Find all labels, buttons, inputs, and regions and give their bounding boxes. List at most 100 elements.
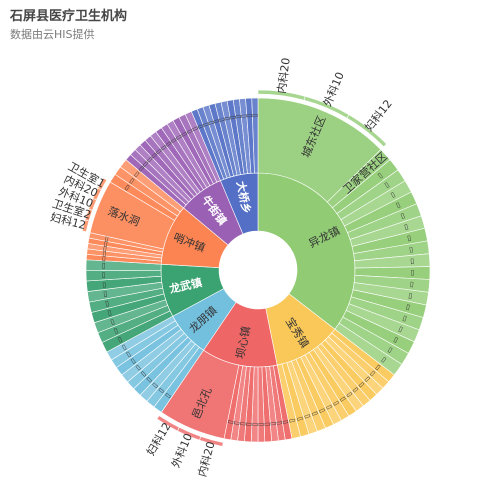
unit-segment[interactable] xyxy=(251,97,259,174)
chart-title: 石屏县医疗卫生机构 xyxy=(10,9,128,24)
unit-label: ▯ xyxy=(392,335,399,344)
unit-label: ▯ xyxy=(387,345,394,354)
unit-label: ▯ xyxy=(410,257,414,265)
leaf-label: 妇科12 xyxy=(362,97,395,134)
unit-label: ▯ xyxy=(175,134,184,141)
unit-label: ▯ xyxy=(155,147,164,155)
unit-label: ▯ xyxy=(402,314,408,323)
unit-label: ▯ xyxy=(409,245,414,253)
unit-label: ▯ xyxy=(124,183,132,192)
unit-label: ▯ xyxy=(269,421,277,426)
unit-label: ▯ xyxy=(134,363,142,372)
unit-label: ▯ xyxy=(104,299,110,308)
unit-label: ▯ xyxy=(339,395,348,403)
unit-label: ▯ xyxy=(146,155,154,163)
unit-label: ▯ xyxy=(102,262,106,270)
leaf-label: 外科10 xyxy=(320,70,347,109)
unit-label: ▯ xyxy=(275,421,283,426)
unit-label: ▯ xyxy=(410,280,415,288)
unit-label: ▯ xyxy=(157,387,166,395)
unit-label: ▯ xyxy=(238,421,246,426)
unit-label: ▯ xyxy=(389,190,396,199)
unit-label: ▯ xyxy=(191,125,200,132)
unit-label: ▯ xyxy=(332,400,341,407)
unit-label: ▯ xyxy=(145,375,153,383)
unit-label: ▯ xyxy=(137,164,145,173)
unit-label: ▯ xyxy=(109,317,115,326)
unit-label: ▯ xyxy=(325,403,334,410)
unit-label: ▯ xyxy=(257,422,265,426)
center-hole xyxy=(219,231,297,309)
unit-label: ▯ xyxy=(403,223,409,232)
unit-label: ▯ xyxy=(107,308,113,317)
unit-label: ▯ xyxy=(281,419,290,424)
unit-label: ▯ xyxy=(141,160,149,168)
unit-label: ▯ xyxy=(207,120,216,126)
unit-label: ▯ xyxy=(139,369,147,378)
unit-label: ▯ xyxy=(246,114,254,118)
unit-label: ▯ xyxy=(395,201,402,210)
unit-label: ▯ xyxy=(251,422,259,426)
unit-label: ▯ xyxy=(164,140,173,148)
unit-label: ▯ xyxy=(357,380,366,388)
unit-label: ▯ xyxy=(128,176,136,185)
unit-label: ▯ xyxy=(363,375,371,383)
unit-label: ▯ xyxy=(185,128,194,135)
unit-label: ▯ xyxy=(369,369,377,378)
leaf-segment[interactable] xyxy=(346,114,387,148)
unit-label: ▯ xyxy=(406,234,411,243)
unit-label: ▯ xyxy=(229,115,238,120)
unit-label: ▯ xyxy=(410,269,414,277)
chart-subtitle: 数据由云HIS提供 xyxy=(10,28,95,41)
unit-label: ▯ xyxy=(116,335,123,344)
unit-label: ▯ xyxy=(218,117,227,123)
town-label: 坝心镇 xyxy=(233,325,253,360)
unit-label: ▯ xyxy=(226,419,235,424)
unit-label: ▯ xyxy=(240,114,248,119)
unit-label: ▯ xyxy=(102,254,106,262)
unit-label: ▯ xyxy=(121,343,128,352)
unit-label: ▯ xyxy=(133,170,141,179)
unit-label: ▯ xyxy=(345,391,354,399)
unit-label: ▯ xyxy=(202,121,211,127)
unit-label: ▯ xyxy=(125,350,133,359)
unit-label: ▯ xyxy=(234,114,242,119)
unit-label: ▯ xyxy=(245,422,253,426)
unit-label: ▯ xyxy=(103,239,108,248)
unit-label: ▯ xyxy=(400,211,406,220)
unit-label: ▯ xyxy=(405,303,411,312)
unit-label: ▯ xyxy=(103,244,108,252)
unit-label: ▯ xyxy=(288,418,297,424)
unit-label: ▯ xyxy=(376,171,384,180)
unit-label: ▯ xyxy=(212,118,221,124)
unit-label: ▯ xyxy=(159,144,168,152)
unit-label: ▯ xyxy=(408,292,413,301)
unit-label: ▯ xyxy=(180,131,189,138)
unit-label: ▯ xyxy=(104,235,109,244)
unit-label: ▯ xyxy=(232,421,240,426)
leaf-label: 内科20 xyxy=(195,440,218,478)
unit-label: ▯ xyxy=(196,123,205,130)
unit-label: ▯ xyxy=(103,290,108,299)
unit-label: ▯ xyxy=(303,413,312,419)
leaf-label: 妇科12 xyxy=(143,420,173,458)
leaf-segment[interactable] xyxy=(97,177,108,191)
unit-label: ▯ xyxy=(296,416,305,422)
leaf-label: 外科10 xyxy=(168,431,195,470)
unit-label: ▯ xyxy=(374,363,382,372)
unit-label: ▯ xyxy=(151,381,160,389)
unit-label: ▯ xyxy=(397,325,404,334)
leaf-label: 内科20 xyxy=(274,57,293,95)
unit-label: ▯ xyxy=(251,114,259,118)
unit-label: ▯ xyxy=(169,137,178,145)
unit-label: ▯ xyxy=(102,249,107,257)
unit-label: ▯ xyxy=(318,407,327,414)
unit-label: ▯ xyxy=(102,280,107,288)
unit-label: ▯ xyxy=(113,326,120,335)
unit-label: ▯ xyxy=(102,271,106,279)
unit-label: ▯ xyxy=(163,392,172,400)
unit-label: ▯ xyxy=(351,386,360,394)
unit-label: ▯ xyxy=(311,410,320,417)
leaf-segment[interactable] xyxy=(156,415,180,432)
